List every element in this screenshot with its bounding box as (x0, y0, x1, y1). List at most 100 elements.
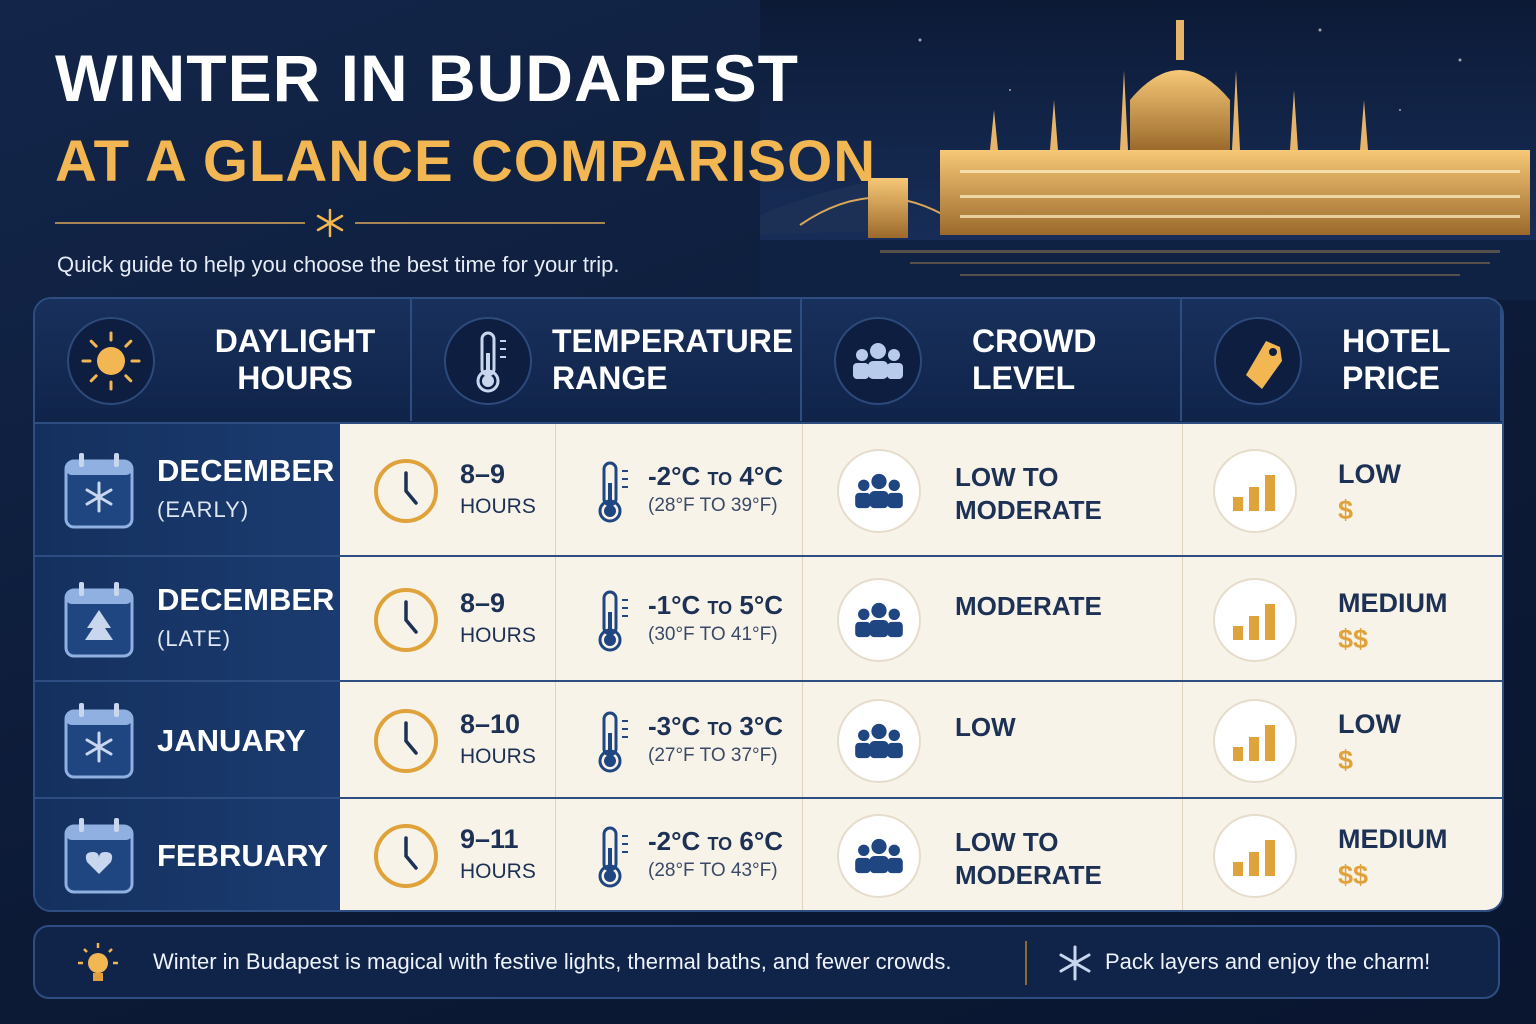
thermometer-icon (568, 699, 652, 788)
cell-divider (802, 557, 803, 680)
crowd-level: LOW (955, 711, 1016, 742)
header-label: TEMPERATURE RANGE (552, 323, 794, 396)
thermometer-icon (568, 449, 652, 538)
temp-fahrenheit: (27°F TO 37°F) (648, 744, 778, 766)
header-icon (444, 317, 532, 405)
cell-divider (555, 799, 556, 910)
daylight-unit: HOURS (460, 623, 536, 647)
cell-divider (555, 557, 556, 680)
footer-note: Winter in Budapest is magical with festi… (153, 949, 952, 974)
month-note: (EARLY) (157, 496, 250, 522)
thermometer-icon (568, 578, 652, 667)
temp-celsius: -2°C to 4°C (648, 460, 784, 491)
daylight-unit: HOURS (460, 744, 536, 768)
header-label: DAYLIGHT HOURS (214, 323, 376, 396)
price-icon (1213, 698, 1297, 783)
month-cell: FEBRUARY (35, 799, 340, 910)
temp-fahrenheit: (28°F TO 39°F) (648, 494, 778, 516)
crowd-icon (837, 813, 921, 898)
clock-icon (372, 457, 440, 530)
clock-icon (372, 586, 440, 659)
cell-divider (802, 799, 803, 910)
month-note: (LATE) (157, 625, 232, 651)
temp-celsius: -3°C to 3°C (648, 710, 784, 741)
daylight-hours: 9–11 (460, 823, 519, 854)
bulb-icon (78, 943, 118, 981)
temp-celsius: -1°C to 5°C (648, 589, 784, 620)
header-icon (1214, 317, 1302, 405)
month-cell: JANUARY (35, 682, 340, 797)
price-symbol: $ (1338, 494, 1354, 525)
footer: Winter in Budapest is magical with festi… (33, 925, 1500, 999)
month-cell: DECEMBER (LATE) (35, 557, 340, 680)
cell-divider (1182, 424, 1183, 555)
calendar-icon (63, 451, 135, 536)
month-cell: DECEMBER (EARLY) (35, 424, 340, 555)
hotel-price: MEDIUM (1338, 587, 1448, 618)
column-header: HOTEL PRICE (1182, 299, 1502, 421)
title-highlight: AT A GLANCE COMPARISON (55, 129, 877, 194)
cell-divider (1182, 799, 1183, 910)
crowd-level: LOW TO MODERATE (955, 826, 1102, 890)
header-label: CROWD LEVEL (972, 323, 1097, 396)
month-label: DECEMBER (157, 581, 335, 617)
separator (1025, 941, 1027, 985)
clock-icon (372, 822, 440, 895)
price-symbol: $$ (1338, 623, 1369, 654)
snowflake-icon (1059, 945, 1091, 981)
table-row: JANUARY 8–10 HOURS -3°C to 3°C (27°F TO 37°F… (35, 680, 1502, 797)
temp-fahrenheit: (30°F TO 41°F) (648, 623, 778, 645)
daylight-hours: 8–9 (460, 458, 506, 489)
title: WINTER IN BUDAPEST (55, 41, 799, 115)
cell-divider (802, 424, 803, 555)
price-symbol: $$ (1338, 859, 1369, 890)
header-icon (834, 317, 922, 405)
header-icon (67, 317, 155, 405)
price-icon (1213, 577, 1297, 662)
cell-divider (555, 424, 556, 555)
daylight-unit: HOURS (460, 859, 536, 883)
table-row: DECEMBER (LATE) 8–9 HOURS -1°C to 5°C (30°F T… (35, 555, 1502, 680)
column-header: TEMPERATURE RANGE (412, 299, 802, 421)
price-icon (1213, 448, 1297, 533)
cell-divider (1182, 557, 1183, 680)
month-label: JANUARY (157, 722, 306, 758)
temp-celsius: -2°C to 6°C (648, 825, 784, 856)
footer-tip: Pack layers and enjoy the charm! (1105, 949, 1431, 974)
column-header: DAYLIGHT HOURS (35, 299, 412, 421)
hotel-price: MEDIUM (1338, 823, 1448, 854)
temp-fahrenheit: (28°F TO 43°F) (648, 859, 778, 881)
comparison-table: DAYLIGHT HOURS TEMPERATURE RANGE CROWD LEV… (33, 297, 1504, 912)
cell-divider (802, 682, 803, 797)
header-label: HOTEL PRICE (1342, 323, 1450, 396)
divider (55, 208, 605, 238)
calendar-icon (63, 701, 135, 786)
price-icon (1213, 813, 1297, 898)
cell-divider (1182, 682, 1183, 797)
table-row: FEBRUARY 9–11 HOURS -2°C to 6°C (28°F TO 43°… (35, 797, 1502, 910)
data-cells: 8–9 HOURS -2°C to 4°C (28°F TO 39°F) LOW TO … (340, 424, 1502, 555)
skyline (760, 0, 1536, 300)
daylight-hours: 8–10 (460, 708, 521, 739)
crowd-level: LOW TO MODERATE (955, 461, 1102, 525)
calendar-icon (63, 816, 135, 901)
data-cells: 8–10 HOURS -3°C to 3°C (27°F TO 37°F) LOW LOW… (340, 682, 1502, 797)
subtitle: Quick guide to help you choose the best … (57, 252, 620, 277)
month-label: DECEMBER (157, 452, 335, 488)
crowd-icon (837, 577, 921, 662)
crowd-level: MODERATE (955, 590, 1102, 621)
table-row: DECEMBER (EARLY) 8–9 HOURS -2°C to 4°C (28°F … (35, 422, 1502, 555)
cell-divider (555, 682, 556, 797)
data-cells: 8–9 HOURS -1°C to 5°C (30°F TO 41°F) MODERAT… (340, 557, 1502, 680)
calendar-icon (63, 580, 135, 665)
month-label: FEBRUARY (157, 837, 329, 873)
hotel-price: LOW (1338, 458, 1401, 489)
crowd-icon (837, 448, 921, 533)
hotel-price: LOW (1338, 708, 1401, 739)
crowd-icon (837, 698, 921, 783)
data-cells: 9–11 HOURS -2°C to 6°C (28°F TO 43°F) LOW TO… (340, 799, 1502, 910)
daylight-hours: 8–9 (460, 587, 506, 618)
price-symbol: $ (1338, 744, 1354, 775)
thermometer-icon (568, 814, 652, 903)
